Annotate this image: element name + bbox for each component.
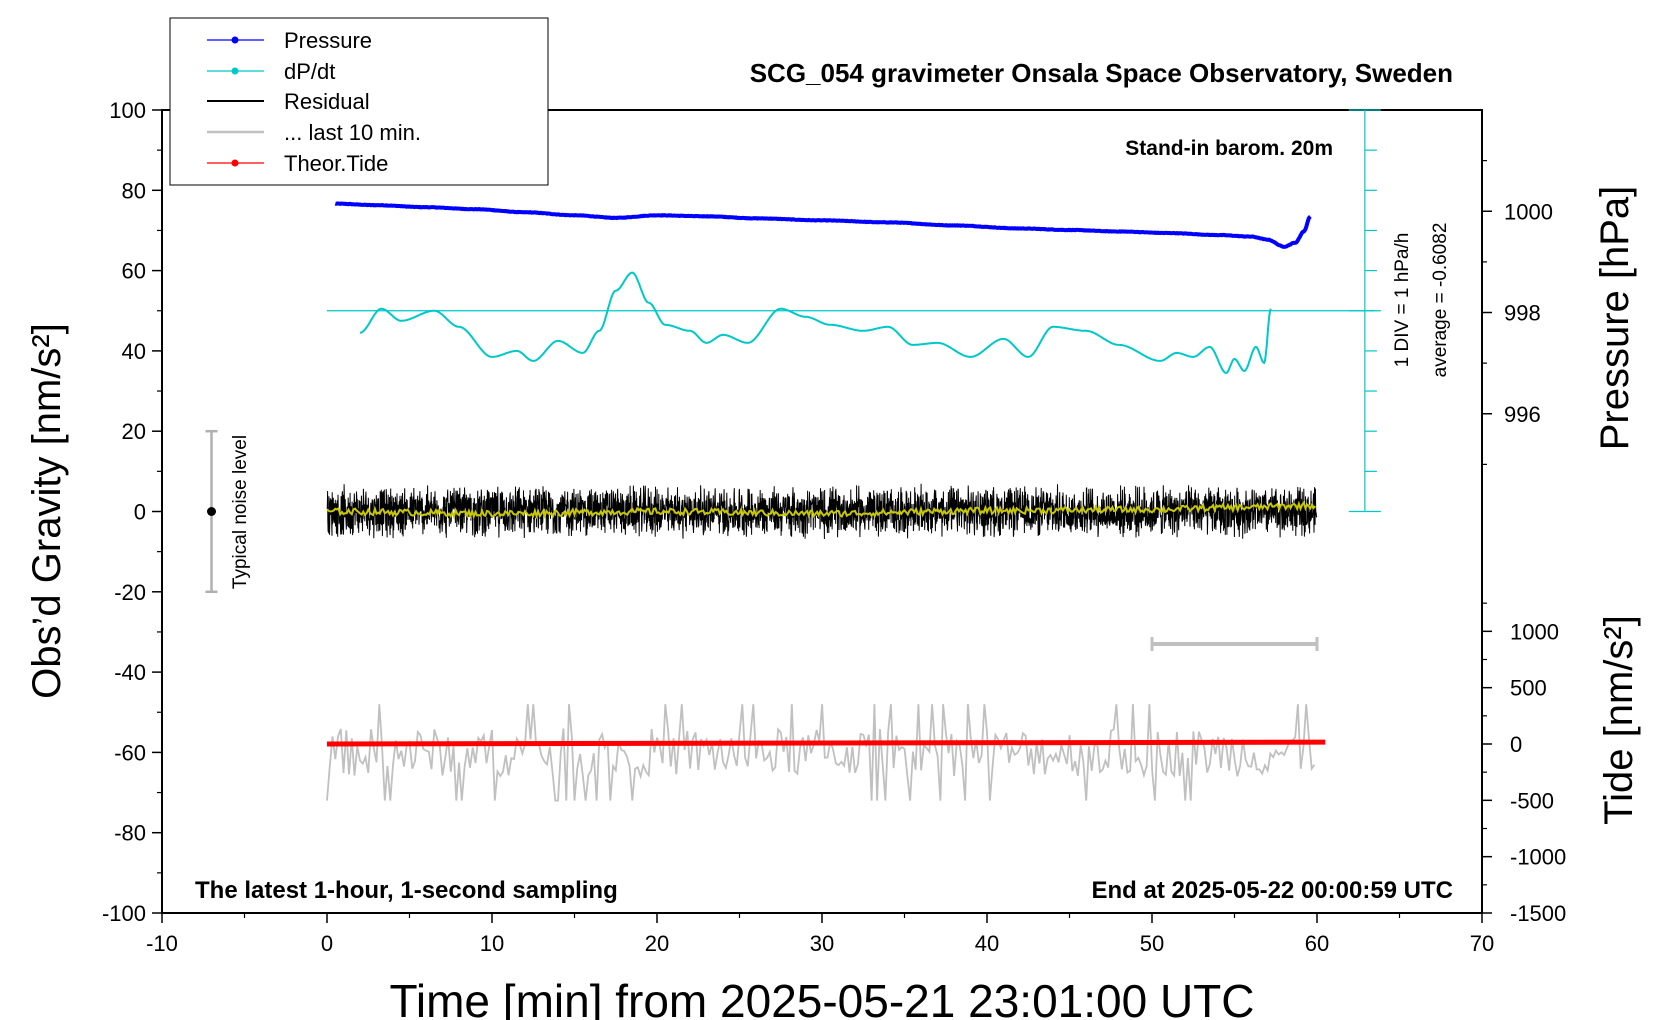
- series-theor-tide-line: [326, 739, 1326, 747]
- pressure-tick-label: 996: [1504, 402, 1541, 427]
- x-tick-label: 10: [480, 931, 504, 956]
- y-tick-label: 20: [122, 419, 146, 444]
- legend-item-last10: ... last 10 min.: [207, 120, 421, 145]
- x-tick-label: 60: [1305, 931, 1329, 956]
- tide-tick-label: 0: [1510, 732, 1522, 757]
- y-axis-ticks: -100 -80 -60 -40 -20 0 20 40 60 80 100: [102, 98, 162, 926]
- x-tick-label: 50: [1140, 931, 1164, 956]
- y-tick-label: -80: [114, 821, 146, 846]
- extras-layer: [205, 109, 1381, 651]
- pressure-tick-label: 1000: [1504, 199, 1553, 224]
- x-tick-label: 20: [645, 931, 669, 956]
- series-residual-line: [326, 483, 1318, 540]
- legend-item-tide: Theor.Tide: [207, 151, 388, 176]
- x-axis-label: Time [min] from 2025-05-21 23:01:00 UTC: [390, 975, 1255, 1020]
- series-residual-smoothed-line: [326, 500, 1317, 520]
- y-axis-label-pressure: Pressure [hPa]: [1593, 186, 1637, 451]
- x-axis-ticks: -10 0 10 20 30 40 50 60 70: [146, 913, 1494, 956]
- tide-tick-label: -1500: [1510, 901, 1566, 926]
- y-tick-label: -40: [114, 660, 146, 685]
- tide-tick-label: -1000: [1510, 845, 1566, 870]
- tide-tick-label: -500: [1510, 788, 1554, 813]
- y-tick-label: -100: [102, 901, 146, 926]
- tide-tick-label: 500: [1510, 676, 1547, 701]
- x-tick-label: 70: [1470, 931, 1494, 956]
- x-tick-label: 40: [975, 931, 999, 956]
- legend-item-pressure: Pressure: [207, 28, 372, 53]
- legend-item-dpdt: dP/dt: [207, 59, 335, 84]
- svg-text:Theor.Tide: Theor.Tide: [284, 151, 388, 176]
- sampling-note: The latest 1-hour, 1-second sampling: [195, 877, 618, 904]
- series-last-10-min-line: [326, 704, 1316, 802]
- chart-title: SCG_054 gravimeter Onsala Space Observat…: [750, 58, 1453, 88]
- y-tick-label: -20: [114, 580, 146, 605]
- end-time-note: End at 2025-05-22 00:00:59 UTC: [1092, 877, 1454, 904]
- series-layer: [326, 201, 1326, 802]
- y-axis-label-left: Obs’d Gravity [nm/s²]: [25, 323, 69, 699]
- y-tick-label: 80: [122, 178, 146, 203]
- svg-text:Pressure: Pressure: [284, 28, 372, 53]
- pressure-tick-label: 998: [1504, 301, 1541, 326]
- y-tick-label: 60: [122, 259, 146, 284]
- tide-tick-label: 1000: [1510, 619, 1559, 644]
- y-axis-label-tide: Tide [nm/s²]: [1597, 615, 1641, 825]
- svg-text:Residual: Residual: [284, 89, 370, 114]
- y-tick-label: 40: [122, 339, 146, 364]
- series-pressure-line: [334, 201, 1312, 249]
- legend-item-residual: Residual: [207, 89, 370, 114]
- x-tick-label: 30: [810, 931, 834, 956]
- tide-axis-ticks: -1500 -1000 -500 0 500 1000: [1482, 602, 1566, 926]
- legend: Pressure dP/dt Residual ... last 10 min.…: [169, 17, 549, 186]
- series-dp-dt-line: [359, 271, 1272, 375]
- y-tick-label: 0: [134, 500, 146, 525]
- svg-text:... last 10 min.: ... last 10 min.: [284, 120, 421, 145]
- noise-level-label: Typical noise level: [230, 435, 251, 589]
- svg-text:dP/dt: dP/dt: [284, 59, 335, 84]
- noise-bar-center: [207, 507, 216, 516]
- x-tick-label: 0: [321, 931, 333, 956]
- y-tick-label: 100: [109, 98, 146, 123]
- average-note: average = -0.6082: [1430, 223, 1451, 378]
- pressure-axis-ticks: 996 998 1000: [1482, 160, 1553, 465]
- y-tick-label: -60: [114, 740, 146, 765]
- x-tick-label: -10: [146, 931, 178, 956]
- div-scale-note: 1 DIV = 1 hPa/h: [1392, 233, 1413, 368]
- stand-in-note: Stand-in barom. 20m: [1125, 137, 1333, 160]
